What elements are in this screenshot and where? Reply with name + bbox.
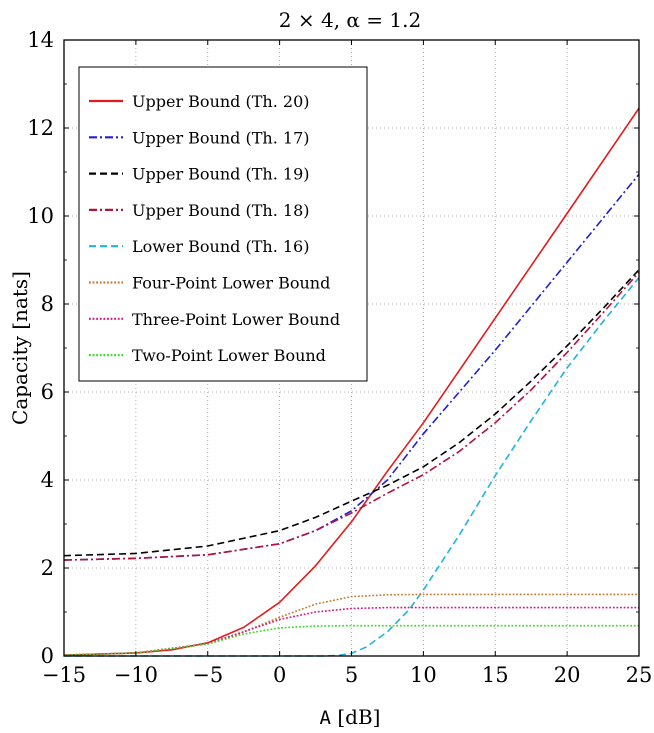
legend-box — [78, 66, 368, 382]
legend: Upper Bound (Th. 20) Upper Bound (Th. 17)… — [78, 66, 368, 382]
legend-label: Upper Bound (Th. 19) — [132, 165, 310, 184]
x-tick-label: 20 — [554, 663, 581, 687]
x-tick-label: −10 — [114, 663, 158, 687]
tick-labels: −15 −10 −5 0 5 10 15 20 25 0 2 4 6 8 10 12 14 — [27, 28, 652, 687]
x-tick-label: −15 — [42, 663, 86, 687]
y-tick-label: 12 — [27, 116, 54, 140]
legend-label: Upper Bound (Th. 18) — [132, 201, 310, 220]
x-axis-label: A [dB] — [320, 705, 381, 729]
y-tick-label: 0 — [41, 644, 54, 668]
x-tick-label: 15 — [482, 663, 509, 687]
x-tick-label: −5 — [192, 663, 223, 687]
series-line-lower-bound-th-16 — [64, 277, 640, 657]
y-axis-label: Capacity [nats] — [8, 271, 32, 425]
legend-label: Four-Point Lower Bound — [132, 274, 330, 293]
series-line-three-point-lower-bound — [63, 606, 639, 656]
series-line-upper-bound-th-19 — [63, 269, 640, 557]
ticks — [63, 39, 640, 657]
x-tick-label: 5 — [345, 663, 358, 687]
legend-label: Upper Bound (Th. 20) — [132, 92, 310, 111]
legend-label: Two-Point Lower Bound — [132, 346, 326, 365]
series-line-upper-bound-th-18 — [63, 271, 640, 561]
chart-title: 2 × 4, α = 1.2 — [279, 8, 421, 32]
legend-label: Upper Bound (Th. 17) — [132, 128, 310, 147]
x-tick-label: 10 — [410, 663, 437, 687]
series-layer — [63, 107, 640, 657]
y-tick-label: 14 — [27, 28, 54, 52]
y-tick-label: 2 — [41, 556, 54, 580]
x-tick-label: 0 — [273, 663, 286, 687]
x-axis-label-text: A — [320, 707, 332, 729]
x-tick-label: 25 — [626, 663, 653, 687]
series-line-two-point-lower-bound — [63, 624, 639, 656]
series-line-upper-bound-th-20 — [63, 107, 640, 656]
y-tick-label: 4 — [41, 468, 54, 492]
y-tick-label: 10 — [27, 204, 54, 228]
legend-label: Three-Point Lower Bound — [132, 310, 340, 329]
y-tick-label: 8 — [41, 292, 54, 316]
y-tick-label: 6 — [41, 380, 54, 404]
x-axis-label-unit: [dB] — [331, 705, 380, 729]
legend-label: Lower Bound (Th. 16) — [132, 237, 309, 256]
